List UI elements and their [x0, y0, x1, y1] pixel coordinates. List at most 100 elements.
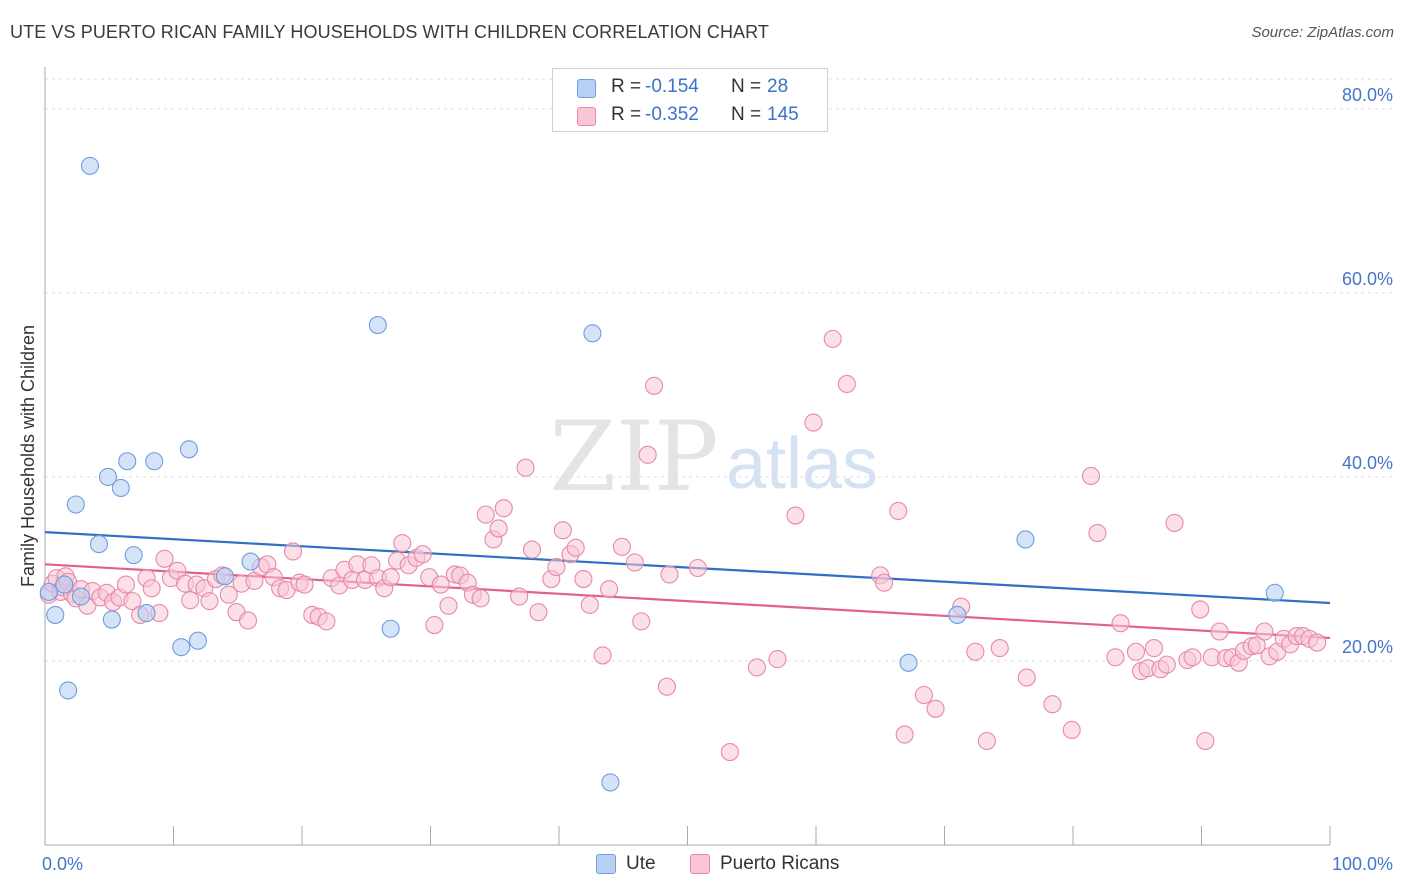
legend-row-ute: R = -0.154 N = 28	[553, 73, 827, 101]
watermark-atlas: atlas	[726, 424, 878, 504]
data-point-ute	[59, 681, 78, 700]
data-point-puerto-ricans	[547, 558, 566, 577]
data-point-ute	[601, 773, 620, 792]
trend-line-ute	[44, 531, 1331, 605]
data-point-puerto-ricans	[600, 580, 619, 599]
data-point-puerto-ricans	[638, 445, 657, 464]
y-tick-label: 60.0%	[1342, 269, 1393, 289]
data-point-puerto-ricans	[283, 542, 303, 561]
legend-r-value: -0.154	[645, 76, 699, 97]
data-point-puerto-ricans	[381, 568, 400, 587]
data-point-puerto-ricans	[657, 677, 676, 696]
watermark: ZIP atlas	[549, 401, 878, 513]
legend-n-value: 145	[767, 104, 799, 125]
bottom-legend: Ute Puerto Ricans	[0, 852, 1406, 878]
data-point-puerto-ricans	[823, 329, 842, 348]
bottom-legend-label-ute: Ute	[626, 853, 656, 874]
data-point-ute	[89, 535, 109, 554]
data-point-puerto-ricans	[1126, 642, 1146, 661]
x-tick-label-max: 100.0%	[1332, 854, 1393, 874]
data-point-puerto-ricans	[219, 585, 238, 604]
data-point-puerto-ricans	[413, 545, 432, 564]
data-point-ute	[179, 440, 198, 459]
bottom-legend-swatch-ute	[596, 854, 616, 874]
data-point-puerto-ricans	[529, 603, 548, 622]
data-point-puerto-ricans	[566, 538, 585, 557]
bottom-legend-label-puerto-ricans: Puerto Ricans	[720, 853, 840, 874]
data-point-ute	[55, 575, 74, 594]
grid-lines	[45, 78, 1392, 662]
data-point-ute	[241, 552, 260, 571]
legend-swatch-puerto-ricans	[577, 107, 596, 126]
legend-r-value: -0.352	[645, 104, 699, 125]
data-point-puerto-ricans	[489, 519, 508, 538]
y-tick-label: 80.0%	[1342, 85, 1393, 105]
data-point-puerto-ricans	[522, 540, 542, 559]
data-point-puerto-ricans	[990, 639, 1009, 658]
data-point-puerto-ricans	[1144, 639, 1164, 658]
ute-points	[39, 156, 1284, 792]
data-point-puerto-ricans	[116, 575, 136, 594]
puerto-ricans-points	[39, 329, 1327, 762]
data-point-puerto-ricans	[471, 589, 490, 608]
data-point-ute	[71, 587, 91, 606]
data-point-ute	[102, 610, 121, 629]
data-point-puerto-ricans	[317, 612, 336, 631]
legend-n-value: 28	[767, 76, 789, 97]
data-point-puerto-ricans	[895, 725, 914, 744]
source-credit: Source: ZipAtlas.com	[1251, 24, 1394, 41]
data-point-ute	[1016, 530, 1035, 549]
data-point-puerto-ricans	[1308, 633, 1327, 652]
data-point-puerto-ricans	[1017, 668, 1036, 687]
tick-labels: 20.0% 40.0% 60.0% 80.0% 0.0% 100.0%	[42, 85, 1393, 874]
data-point-ute	[137, 604, 156, 623]
trend-line-puerto-ricans	[44, 563, 1331, 640]
data-point-puerto-ricans	[425, 616, 444, 635]
data-point-puerto-ricans	[155, 549, 174, 568]
data-point-puerto-ricans	[1183, 648, 1202, 667]
axes	[44, 67, 1331, 846]
data-point-puerto-ricans	[914, 685, 933, 705]
data-point-puerto-ricans	[1157, 655, 1176, 674]
data-point-puerto-ricans	[1081, 466, 1101, 486]
data-point-puerto-ricans	[1062, 720, 1081, 740]
data-point-ute	[172, 638, 191, 657]
data-point-puerto-ricans	[786, 506, 805, 525]
data-point-ute	[583, 324, 602, 343]
x-tick-label-min: 0.0%	[42, 854, 83, 874]
data-point-puerto-ricans	[494, 499, 513, 518]
data-point-ute	[80, 156, 100, 175]
y-tick-label: 40.0%	[1342, 453, 1393, 473]
data-point-puerto-ricans	[977, 731, 996, 751]
data-point-puerto-ricans	[660, 565, 679, 584]
bottom-legend-swatch-puerto-ricans	[690, 854, 710, 874]
data-point-puerto-ricans	[476, 505, 495, 524]
data-point-ute	[46, 605, 65, 624]
data-point-puerto-ricans	[553, 521, 572, 540]
data-point-puerto-ricans	[593, 646, 612, 665]
data-point-puerto-ricans	[574, 570, 593, 589]
y-axis-label: Family Households with Children	[18, 325, 38, 587]
data-point-ute	[381, 619, 400, 638]
data-point-puerto-ricans	[1088, 523, 1107, 543]
data-point-puerto-ricans	[142, 579, 161, 598]
legend-r-label: R =	[611, 76, 642, 97]
data-point-puerto-ricans	[645, 376, 664, 395]
data-point-puerto-ricans	[123, 592, 142, 611]
data-point-ute	[145, 452, 164, 471]
data-point-puerto-ricans	[510, 587, 529, 606]
data-point-puerto-ricans	[1255, 622, 1274, 641]
data-point-ute	[39, 582, 58, 601]
data-point-ute	[215, 567, 234, 586]
data-point-puerto-ricans	[1165, 513, 1184, 532]
data-point-puerto-ricans	[720, 743, 739, 762]
legend-n-label: N =	[731, 76, 762, 97]
data-point-puerto-ricans	[1106, 648, 1125, 667]
legend-n-label: N =	[731, 104, 762, 125]
data-point-puerto-ricans	[200, 592, 219, 611]
data-point-ute	[1265, 583, 1284, 602]
data-point-puerto-ricans	[580, 595, 599, 614]
data-point-puerto-ricans	[747, 658, 766, 677]
data-point-ute	[98, 467, 118, 486]
